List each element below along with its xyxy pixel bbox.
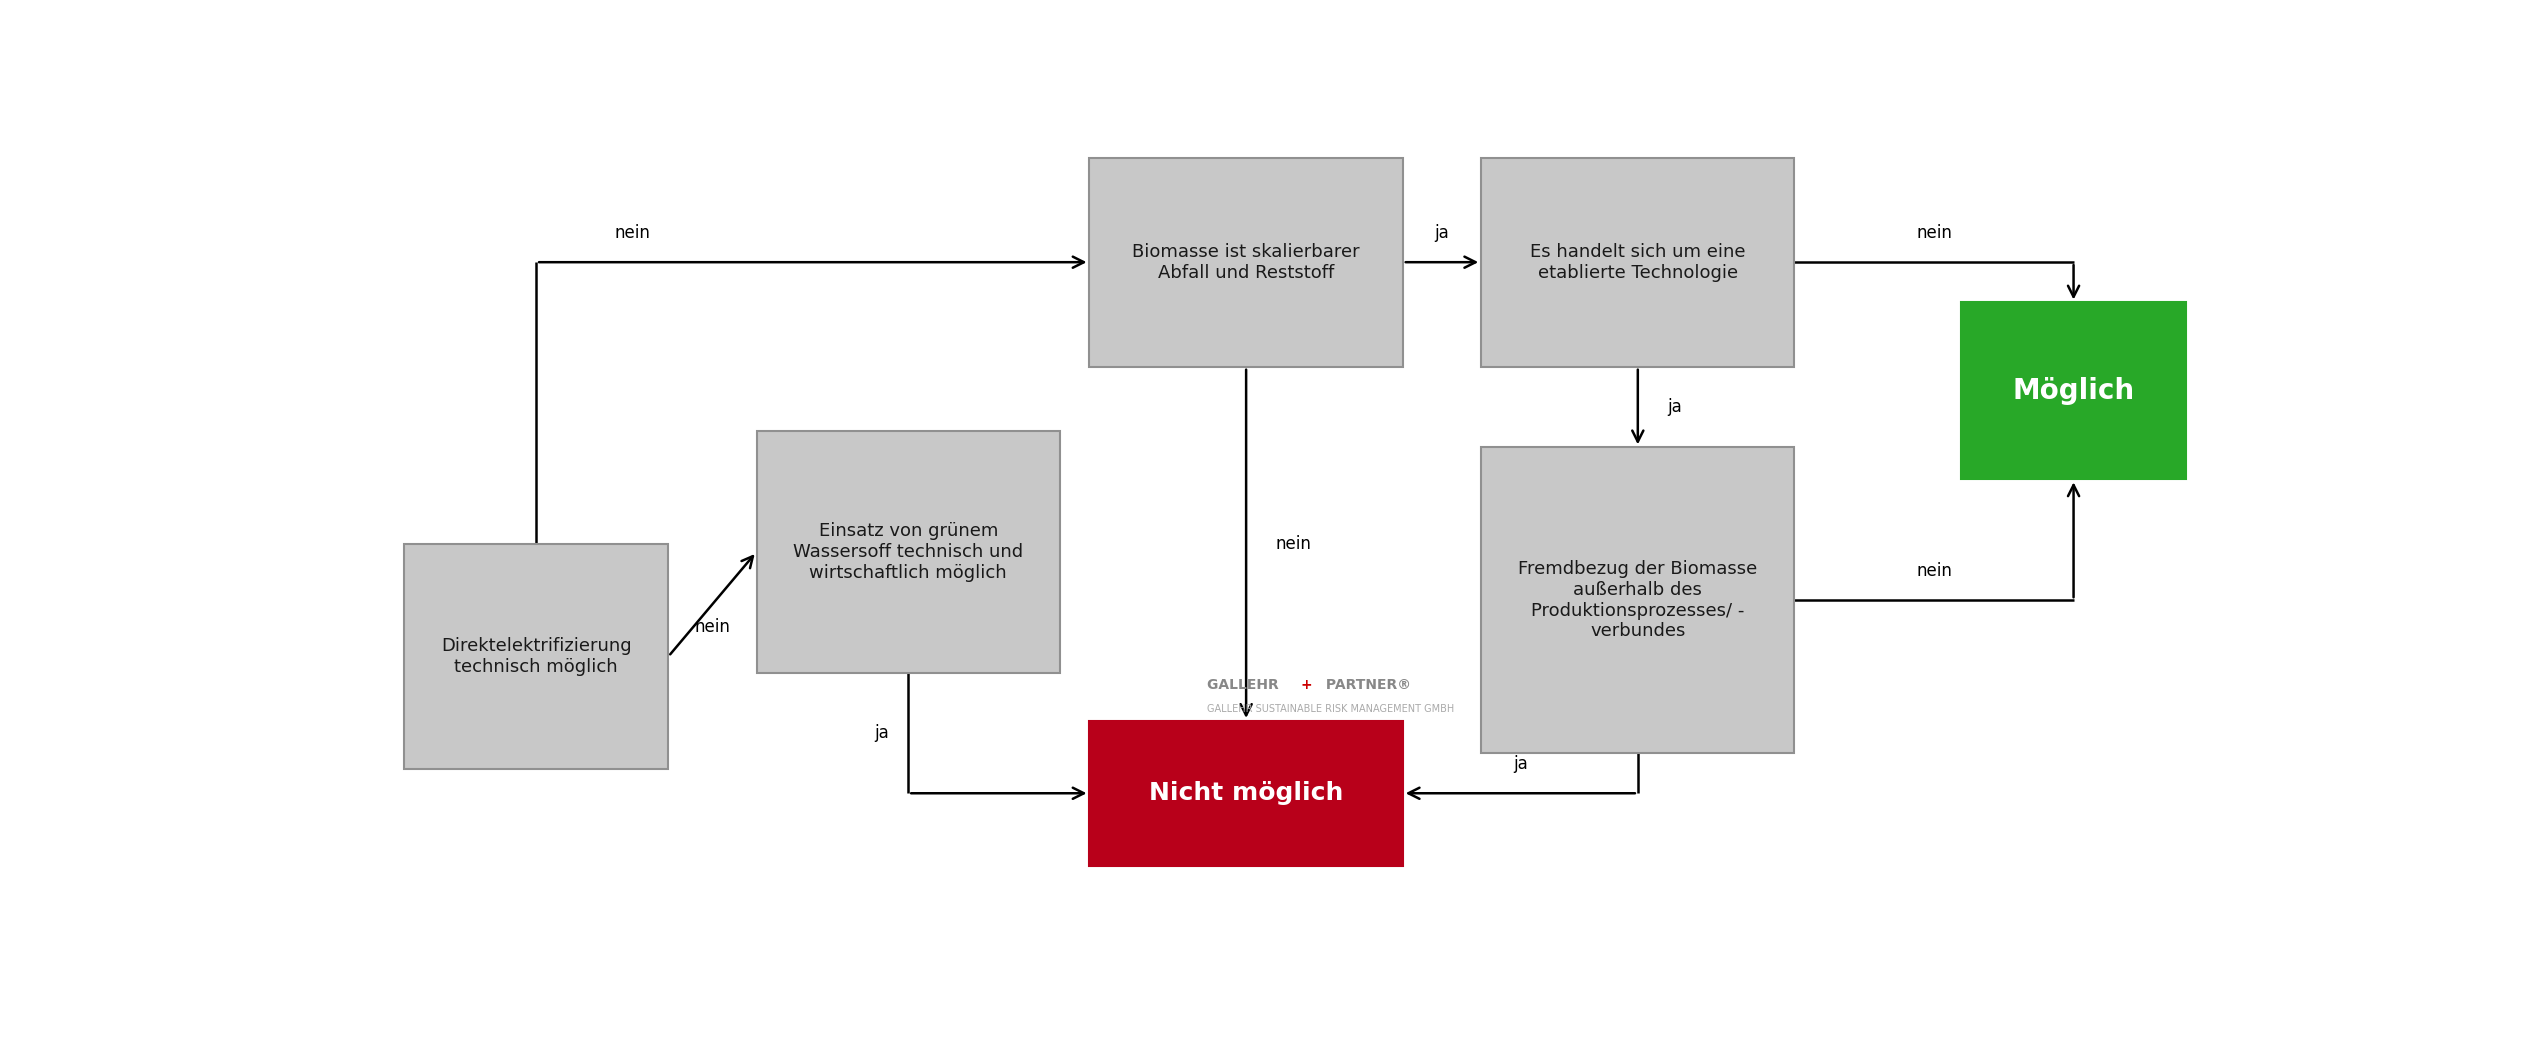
Text: Nicht möglich: Nicht möglich xyxy=(1150,782,1344,806)
Text: GALLEHR SUSTAINABLE RISK MANAGEMENT GMBH: GALLEHR SUSTAINABLE RISK MANAGEMENT GMBH xyxy=(1208,703,1453,714)
Text: PARTNER®: PARTNER® xyxy=(1322,677,1410,692)
Text: +: + xyxy=(1301,677,1312,692)
Text: Fremdbezug der Biomasse
außerhalb des
Produktionsprozesses/ -
verbundes: Fremdbezug der Biomasse außerhalb des Pr… xyxy=(1519,560,1756,641)
Text: Es handelt sich um eine
etablierte Technologie: Es handelt sich um eine etablierte Techn… xyxy=(1529,242,1746,281)
FancyBboxPatch shape xyxy=(1481,447,1794,753)
Text: Direktelektrifizierung
technisch möglich: Direktelektrifizierung technisch möglich xyxy=(440,637,632,676)
Text: Biomasse ist skalierbarer
Abfall und Reststoff: Biomasse ist skalierbarer Abfall und Res… xyxy=(1132,242,1360,281)
Text: nein: nein xyxy=(614,224,649,242)
Text: Einsatz von grünem
Wassersoff technisch und
wirtschaftlich möglich: Einsatz von grünem Wassersoff technisch … xyxy=(793,522,1023,582)
Text: nein: nein xyxy=(1915,224,1951,242)
Text: nein: nein xyxy=(695,619,730,636)
Text: ja: ja xyxy=(1435,224,1450,242)
FancyBboxPatch shape xyxy=(1089,721,1402,865)
Text: Möglich: Möglich xyxy=(2011,377,2135,404)
FancyBboxPatch shape xyxy=(1481,158,1794,367)
Text: ja: ja xyxy=(874,724,890,742)
Text: ja: ja xyxy=(1514,756,1529,773)
FancyBboxPatch shape xyxy=(1089,158,1402,367)
Text: GALLEHR: GALLEHR xyxy=(1208,677,1284,692)
FancyBboxPatch shape xyxy=(404,543,667,769)
FancyBboxPatch shape xyxy=(756,432,1061,673)
Text: nein: nein xyxy=(1915,562,1951,580)
Text: ja: ja xyxy=(1668,398,1683,416)
FancyBboxPatch shape xyxy=(1961,302,2186,480)
Text: nein: nein xyxy=(1276,535,1312,553)
